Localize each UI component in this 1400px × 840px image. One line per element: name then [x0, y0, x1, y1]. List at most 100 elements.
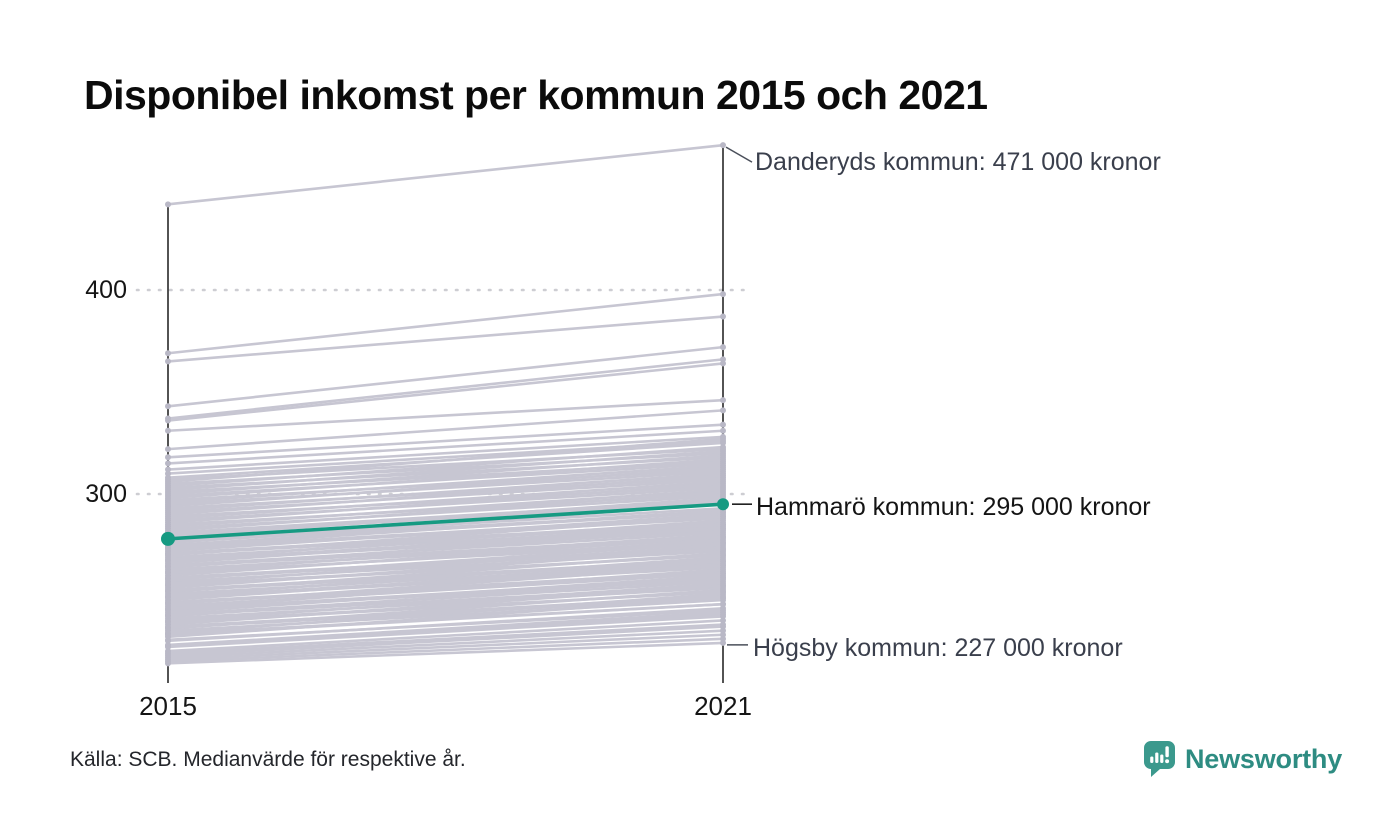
line-end-dot [720, 513, 726, 520]
line-end-dot [165, 606, 171, 613]
newsworthy-icon [1143, 740, 1176, 778]
line-end-dot [720, 421, 726, 428]
municipality-line [167, 488, 724, 528]
municipality-line [167, 541, 724, 574]
line-end-dot [165, 417, 171, 424]
municipality-line [167, 445, 724, 488]
brand-wordmark: Newsworthy [1185, 743, 1343, 774]
line-end-dot [165, 454, 171, 461]
municipality-line [167, 596, 724, 639]
line-end-dot [165, 563, 171, 570]
municipality-line [167, 449, 724, 492]
municipality-line [167, 515, 724, 550]
municipality-line [167, 466, 724, 508]
line-end-dot [720, 313, 726, 320]
highlight-dot-2015 [161, 531, 175, 546]
line-end-dot [165, 403, 171, 410]
municipality-line [167, 615, 724, 649]
line-end-dot [720, 539, 726, 546]
y-tick-label-300: 300 [85, 480, 127, 508]
line-end-dot [720, 142, 726, 149]
line-end-dot [165, 612, 171, 619]
municipality-line [167, 641, 724, 665]
municipality-line [167, 596, 724, 629]
municipality-line [167, 535, 724, 568]
line-end-dot [720, 488, 726, 495]
municipality-line [167, 464, 724, 504]
line-end-dot [720, 595, 726, 602]
line-end-dot [165, 587, 171, 594]
line-end-dot [720, 360, 726, 367]
municipality-line [167, 584, 724, 626]
municipality-line [167, 472, 724, 512]
municipality-line [167, 547, 724, 590]
line-end-dot [720, 582, 726, 589]
municipality-line [167, 584, 724, 617]
line-end-dot [720, 464, 726, 471]
municipality-line [167, 482, 724, 524]
municipality-line [167, 527, 724, 562]
line-end-dot [720, 407, 726, 414]
municipality-line [167, 623, 724, 655]
municipality-line [167, 429, 724, 465]
line-end-dot [165, 624, 171, 631]
municipality-line [167, 560, 724, 593]
municipality-line [167, 633, 724, 661]
municipality-line [167, 523, 724, 556]
municipality-line [167, 409, 724, 451]
municipality-line [167, 553, 724, 587]
line-end-dot [165, 581, 171, 588]
highlight-line-hammaro [167, 502, 724, 541]
line-end-dot [720, 344, 726, 351]
line-end-dot [720, 562, 726, 569]
municipality-line [167, 458, 724, 500]
line-end-dot [165, 630, 171, 637]
connector-danderyd [725, 146, 753, 163]
line-end-dot [165, 660, 171, 667]
municipality-line [167, 637, 724, 663]
municipality-line [167, 474, 724, 516]
municipality-line [167, 496, 724, 539]
municipality-line [167, 590, 724, 623]
municipality-line [167, 435, 724, 471]
line-end-dot [165, 557, 171, 564]
line-end-dot [165, 594, 171, 601]
municipality-line [167, 292, 724, 355]
municipality-line [167, 576, 724, 611]
municipality-line [167, 511, 724, 544]
line-end-dot [720, 574, 726, 581]
municipality-line [167, 453, 724, 496]
municipality-line [167, 602, 724, 636]
line-end-dot [720, 472, 726, 479]
x-axis-label-2015: 2015 [139, 691, 197, 721]
brand-logo[interactable]: Newsworthy [1143, 740, 1342, 778]
municipality-line [167, 572, 724, 605]
line-end-dot [720, 525, 726, 532]
line-end-dot [720, 639, 726, 646]
line-end-dot [720, 397, 726, 404]
municipality-line [167, 423, 724, 459]
x-axis-label-2021: 2021 [694, 691, 752, 721]
line-end-dot [720, 588, 726, 595]
municipality-line [167, 362, 724, 422]
chart-title: Disponibel inkomst per kommun 2015 och 2… [84, 72, 988, 118]
line-end-dot [165, 460, 171, 467]
line-end-dot [720, 480, 726, 487]
line-end-dot [165, 545, 171, 552]
municipality-line [167, 606, 724, 643]
line-end-dot [720, 435, 726, 442]
highlight-dot-2021 [717, 498, 729, 511]
municipality-line [167, 480, 724, 520]
line-end-dot [165, 618, 171, 625]
municipality-line [167, 564, 724, 599]
line-end-dot [165, 600, 171, 607]
municipality-line [167, 398, 724, 433]
line-end-dot [720, 546, 726, 553]
municipality-line [167, 535, 724, 577]
line-end-dot [720, 533, 726, 540]
municipality-line [167, 619, 724, 653]
municipality-line [167, 629, 724, 659]
municipality-line [167, 345, 724, 408]
